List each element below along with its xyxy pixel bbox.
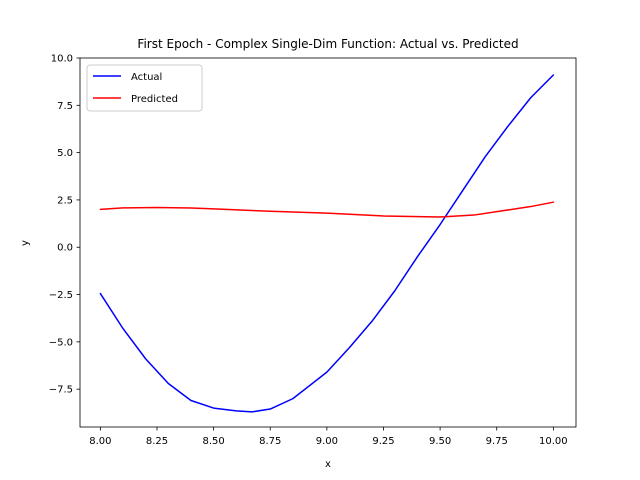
x-axis-label: x (325, 459, 331, 470)
y-tick-label: 2.5 (57, 195, 73, 206)
x-tick-label: 8.00 (89, 436, 111, 447)
legend-label-predicted: Predicted (131, 94, 178, 105)
x-tick-label: 8.50 (202, 436, 224, 447)
y-tick-label: 7.5 (57, 101, 73, 112)
legend: Actual Predicted (86, 64, 203, 112)
y-axis-label: y (20, 240, 31, 246)
series-line-predicted (99, 201, 555, 218)
series-line-actual (99, 74, 555, 413)
x-tick-label: 8.75 (259, 436, 281, 447)
chart-title: First Epoch - Complex Single-Dim Functio… (137, 37, 518, 51)
y-tick-label: 0.0 (57, 243, 73, 254)
plot-area: 8.00 8.25 8.50 8.75 9.00 9.25 9.50 9.75 10.00 −7.… (49, 54, 577, 447)
axes-frame (79, 57, 577, 428)
x-tick-label: 9.00 (316, 436, 338, 447)
x-tick-label: 9.25 (372, 436, 394, 447)
x-tick-label: 10.00 (539, 436, 568, 447)
x-tick-label: 9.50 (429, 436, 451, 447)
x-tick-label: 9.75 (486, 436, 508, 447)
y-tick-label: 5.0 (57, 148, 73, 159)
legend-label-actual: Actual (131, 72, 162, 83)
x-tick-label: 8.25 (146, 436, 168, 447)
y-tick-label: −7.5 (49, 385, 73, 396)
y-tick-label: −5.0 (49, 337, 73, 348)
y-tick-label: −2.5 (49, 290, 73, 301)
y-tick-label: 10.0 (51, 54, 73, 65)
